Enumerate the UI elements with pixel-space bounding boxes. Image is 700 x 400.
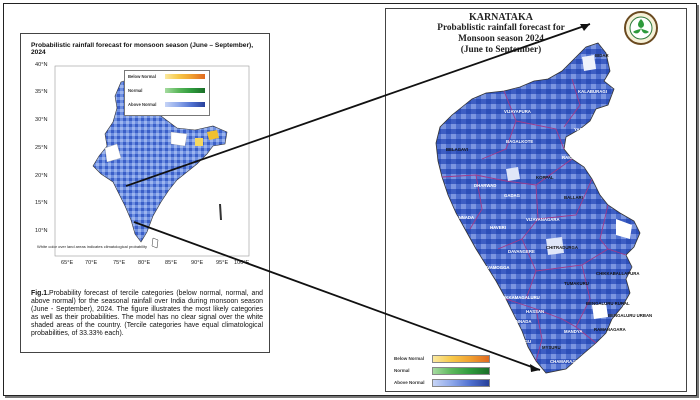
district-dharwad: DHARWAD xyxy=(474,183,497,188)
district-uttara-kannada: UTTARA KANNADA xyxy=(434,215,475,220)
district-bagalkote: BAGALKOTE xyxy=(506,139,534,144)
leader-arrow-bottom xyxy=(530,364,540,372)
district-kolar: KOLAR xyxy=(630,287,646,292)
india-landmass xyxy=(92,77,228,243)
district-ramanagara: RAMANAGARA xyxy=(594,327,626,332)
legend-normal-label: Normal xyxy=(128,88,143,93)
district-yadgir: YADGIR xyxy=(574,127,591,132)
ksndmc-emblem-icon xyxy=(624,11,658,45)
title-line-4: (June to September) xyxy=(460,45,542,55)
map-note: White color over land areas indicates cl… xyxy=(37,244,148,249)
district-chamarajanagara: CHAMARAJANAGARA xyxy=(550,359,597,364)
lon-label-95: 95°E xyxy=(216,260,229,266)
lon-label-100: 100°E xyxy=(234,260,250,266)
lat-label-25: 25°N xyxy=(35,145,48,151)
leader-line-top xyxy=(125,23,591,187)
caption-text: Probability forecast of tercile categori… xyxy=(31,290,263,338)
district-dakshina-kannada: DAKSHINA KANNADA xyxy=(486,319,532,324)
lat-label-10: 10°N xyxy=(35,228,48,234)
legend-normal-bar xyxy=(165,88,205,93)
karnataka-title: KARNATAKA Probablistic rainfall forecast… xyxy=(386,12,616,56)
lon-label-80: 80°E xyxy=(138,260,151,266)
ka-legend-below-normal-bar xyxy=(432,355,490,363)
caption-fig-label: Fig.1. xyxy=(31,290,49,297)
lon-label-85: 85°E xyxy=(165,260,178,266)
district-bengaluru-rural: BENGALURU RURAL xyxy=(586,301,630,306)
figure-caption: Fig.1.Probability forecast of tercile ca… xyxy=(31,290,263,339)
lon-label-65: 65°E xyxy=(61,260,74,266)
ka-legend-above-normal-label: Above Normal xyxy=(394,380,425,385)
title-line-2: Probablistic rainfall forecast for xyxy=(437,23,565,33)
district-bidar: BIDAR xyxy=(595,53,609,58)
lat-label-20: 20°N xyxy=(35,173,48,179)
legend-above-normal-label: Above Normal xyxy=(128,102,157,107)
india-map-title: Probabilistic rainfall forecast for mons… xyxy=(31,42,254,56)
district-mysuru: MYSURU xyxy=(542,345,561,350)
district-bengaluru-urban: BENGALURU URBAN xyxy=(608,313,653,318)
district-belagavi: BELAGAVI xyxy=(446,147,468,152)
ka-legend-below-normal-label: Below Normal xyxy=(394,356,425,361)
district-udupi: UDUPI xyxy=(466,291,480,296)
lat-label-30: 30°N xyxy=(35,117,48,123)
lat-label-15: 15°N xyxy=(35,200,48,206)
ka-legend-normal-bar xyxy=(432,367,490,375)
district-shivamogga: SHIVAMOGGA xyxy=(480,265,510,270)
lon-label-70: 70°E xyxy=(85,260,98,266)
district-vijayapura: VIJAYAPURA xyxy=(504,109,531,114)
district-chitradurga: CHITRADURGA xyxy=(546,245,578,250)
leader-arrow-top xyxy=(580,24,590,31)
district-haveri: HAVERI xyxy=(490,225,506,230)
lon-label-75: 75°E xyxy=(113,260,126,266)
district-ballari: BALLARI xyxy=(564,195,583,200)
ka-legend-normal-label: Normal xyxy=(394,368,410,373)
india-forecast-panel: Probabilistic rainfall forecast for mons… xyxy=(20,33,270,353)
district-koppal: KOPPAL xyxy=(536,175,554,180)
district-chikkamagaluru: CHIKKAMAGALURU xyxy=(498,295,540,300)
district-kodagu: KODAGU xyxy=(512,339,532,344)
karnataka-landmass xyxy=(435,42,641,374)
district-davangere: DAVANGERE xyxy=(508,249,535,254)
district-kalaburagi: KALABURAGI xyxy=(578,89,607,94)
district-gadag: GADAG xyxy=(504,193,520,198)
district-mandya: MANDYA xyxy=(564,329,583,334)
title-line-3: Monsoon season 2024 xyxy=(458,34,544,44)
legend-below-normal-label: Below Normal xyxy=(128,74,156,79)
karnataka-map xyxy=(435,42,641,374)
leader-line-bottom xyxy=(133,221,541,371)
ka-legend-above-normal-bar xyxy=(432,379,490,387)
lon-label-90: 90°E xyxy=(191,260,204,266)
district-vijayanagara: VIJAYANAGARA xyxy=(526,217,560,222)
district-chikkaballapura: CHIKKABALLAPURA xyxy=(596,271,640,276)
district-tumakuru: TUMAKURU xyxy=(564,281,589,286)
title-karnataka: KARNATAKA xyxy=(468,12,534,23)
district-hassan: HASSAN xyxy=(526,309,545,314)
india-map xyxy=(54,65,250,257)
legend-below-normal-bar xyxy=(165,74,205,79)
legend-above-normal-bar xyxy=(165,102,205,107)
lat-label-35: 35°N xyxy=(35,89,48,95)
karnataka-forecast-panel: KARNATAKA Probablistic rainfall forecast… xyxy=(385,8,687,392)
india-map-legend: Below Normal Normal Above Normal xyxy=(124,70,210,116)
district-raichur: RAICHUR xyxy=(562,155,582,160)
lat-label-40: 40°N xyxy=(35,62,48,68)
